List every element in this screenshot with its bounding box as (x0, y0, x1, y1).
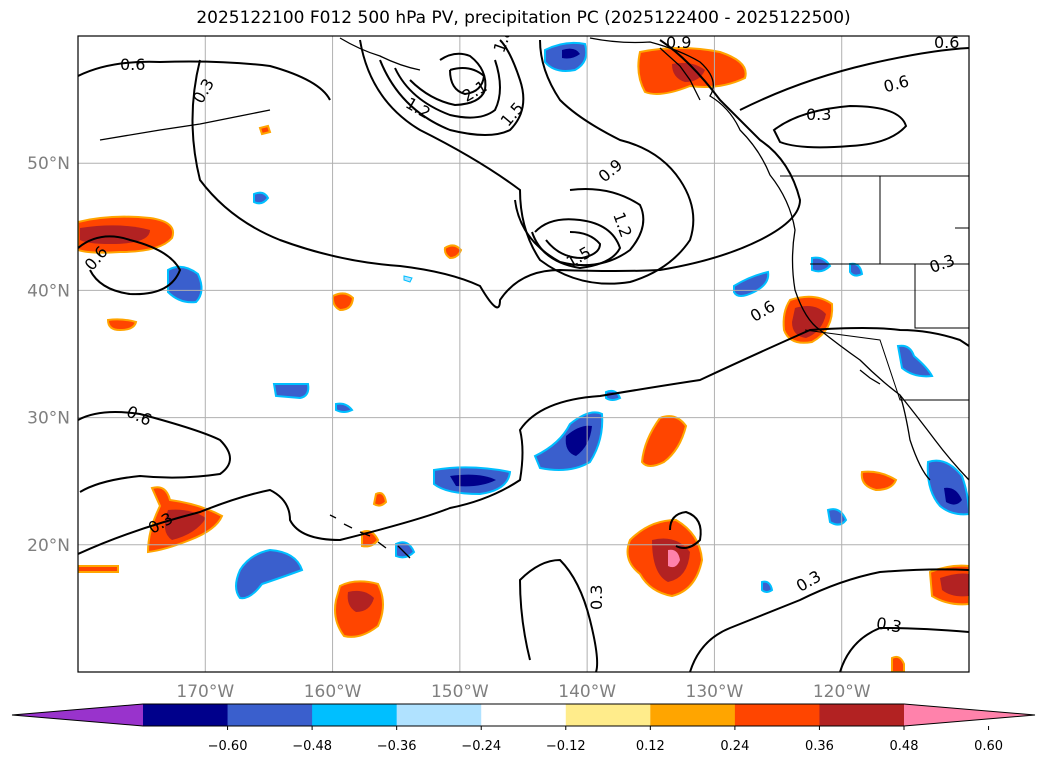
colorbar-tick-label: −0.60 (208, 739, 248, 754)
colorbar-tick-label: 0.36 (805, 739, 834, 754)
longitude-label: 140°W (558, 682, 616, 702)
colorbar-tick-label: 0.24 (720, 739, 749, 754)
latitude-label: 50°N (27, 154, 70, 174)
colorbar-segment (819, 704, 905, 726)
graticule (78, 36, 969, 672)
colorbar-tick-label: 0.60 (974, 739, 1003, 754)
precip-blob (944, 487, 962, 505)
longitude-label: 160°W (304, 682, 362, 702)
contour-label: 1.8 (489, 25, 516, 55)
contour-label: 0.6 (747, 296, 779, 325)
colorbar-segment (734, 704, 820, 726)
colorbar-tick-label: −0.12 (546, 739, 586, 754)
longitude-label: 170°W (176, 682, 234, 702)
precip-blob (450, 474, 496, 487)
precip-blob (849, 262, 864, 277)
precip-blob (106, 318, 138, 332)
longitude-label: 150°W (431, 682, 489, 702)
precip-blob (78, 565, 119, 573)
precip-blob (562, 48, 580, 59)
longitude-label: 130°W (686, 682, 744, 702)
contour-label: 0.9 (666, 33, 691, 52)
colorbar-segment (312, 704, 398, 726)
latitude-label: 20°N (27, 536, 70, 556)
colorbar-segment (650, 704, 736, 726)
latitude-label: 30°N (27, 409, 70, 429)
colorbar-segment (481, 704, 567, 726)
precip-blob (235, 548, 304, 600)
precip-blob (940, 573, 969, 597)
longitude-labels: 170°W 160°W 150°W 140°W 130°W 120°W (176, 682, 870, 702)
contour-label: 0.3 (927, 250, 957, 277)
colorbar-segment (227, 704, 313, 726)
contour-label: 0.6 (120, 55, 145, 74)
precip-blob (403, 275, 413, 283)
colorbar-outline (11, 703, 1036, 727)
precip-blob (167, 265, 203, 304)
precip-blob (443, 244, 463, 260)
precip-blob (565, 425, 592, 456)
political-borders (780, 175, 969, 401)
colorbar-extend-low (12, 704, 143, 726)
colorbar-tick-label: 0.48 (890, 739, 919, 754)
contour-label: 0.3 (587, 585, 606, 610)
chart-title: 2025122100 F012 500 hPa PV, precipitatio… (196, 8, 851, 28)
colorbar-segment (565, 704, 651, 726)
precip-blob (272, 383, 310, 400)
precip-blob (896, 344, 934, 378)
precip-blob (335, 402, 354, 413)
precip-blob (253, 191, 270, 205)
latitude-labels: 50°N 40°N 30°N 20°N (27, 154, 70, 556)
contour-label: 0.3 (806, 105, 831, 124)
precip-blob (826, 508, 848, 526)
precip-blob (672, 62, 705, 82)
precip-blob (395, 541, 416, 559)
longitude-label: 120°W (813, 682, 871, 702)
latitude-label: 40°N (27, 281, 70, 301)
colorbar-segment (143, 704, 229, 726)
precip-blob (372, 492, 388, 507)
precip-blob (761, 580, 774, 593)
precip-blob (668, 549, 680, 568)
colorbar-segment (396, 704, 482, 726)
precip-blob (347, 590, 374, 612)
colorbar-tick-label: −0.36 (377, 739, 417, 754)
map-frame (77, 35, 970, 673)
pv-contours (78, 39, 969, 672)
precip-blob (258, 124, 272, 136)
colorbar: −0.60 −0.48 −0.36 −0.24 −0.12 0.12 0.24 0.36 0.4… (11, 703, 1036, 754)
precip-blob (860, 470, 898, 492)
contour-label: 0.9 (595, 155, 627, 186)
precip-blob (891, 655, 905, 672)
contour-label: 1.2 (402, 93, 434, 122)
precip-blob (733, 270, 770, 297)
precipitation-anomaly-fills (78, 41, 969, 672)
precip-blob (926, 459, 969, 516)
colorbar-extend-high (904, 704, 1035, 726)
colorbar-tick-label: −0.24 (461, 739, 501, 754)
contour-label: 0.6 (124, 402, 155, 430)
precip-blob (164, 509, 206, 540)
coastlines (99, 37, 969, 559)
colorbar-tick-label: 0.12 (636, 739, 665, 754)
precip-blob (331, 292, 355, 312)
contour-label: 0.6 (881, 71, 911, 96)
precip-blob (80, 225, 150, 244)
contour-label: 0.3 (875, 613, 903, 636)
contour-label: 0.6 (934, 33, 959, 52)
precip-blob (640, 415, 688, 467)
colorbar-tick-label: −0.48 (292, 739, 332, 754)
